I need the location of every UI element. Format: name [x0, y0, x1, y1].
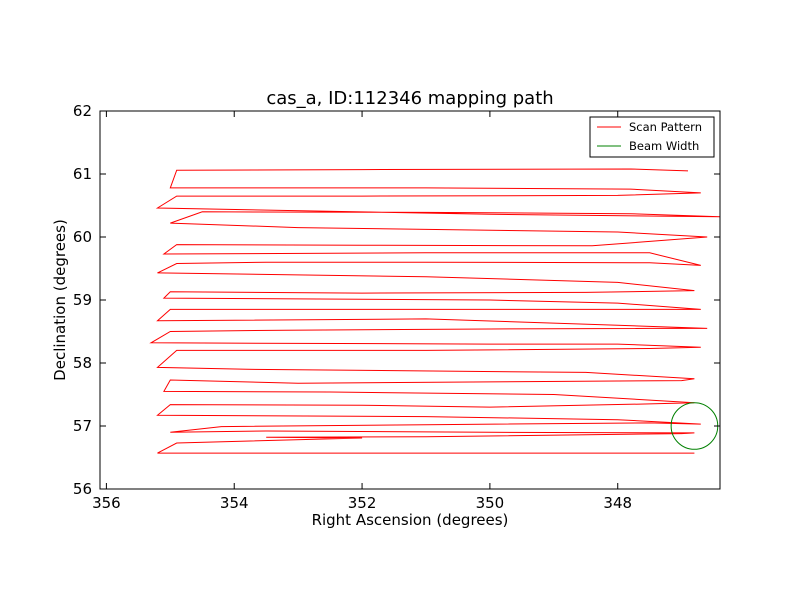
- x-tick-label: 356: [92, 494, 121, 512]
- legend-label-scan-pattern: Scan Pattern: [629, 120, 702, 134]
- y-tick-label: 59: [73, 291, 92, 309]
- beam-width-circle: [670, 402, 719, 450]
- y-tick-label: 62: [73, 102, 92, 120]
- x-tick-label: 354: [220, 494, 249, 512]
- x-tick-label: 350: [476, 494, 505, 512]
- y-tick-label: 61: [73, 165, 92, 183]
- y-tick-label: 56: [73, 480, 92, 498]
- y-tick-label: 57: [73, 417, 92, 435]
- legend-box: [589, 116, 715, 158]
- legend: Scan Pattern Beam Width: [589, 116, 715, 158]
- x-tick-label: 352: [348, 494, 377, 512]
- plot-area: [149, 168, 720, 454]
- chart-title: cas_a, ID:112346 mapping path: [266, 88, 553, 109]
- y-tick-label: 58: [73, 354, 92, 372]
- x-axis-title: Right Ascension (degrees): [312, 511, 509, 529]
- legend-label-beam-width: Beam Width: [629, 139, 699, 153]
- scan-pattern-line: [149, 168, 720, 454]
- x-axis: 356 354 352 350 348: [92, 111, 632, 512]
- x-tick-label: 348: [603, 494, 632, 512]
- y-axis: 56 57 58 59 60 61 62: [73, 102, 720, 498]
- y-tick-label: 60: [73, 228, 92, 246]
- y-axis-title: Declination (degrees): [51, 219, 69, 381]
